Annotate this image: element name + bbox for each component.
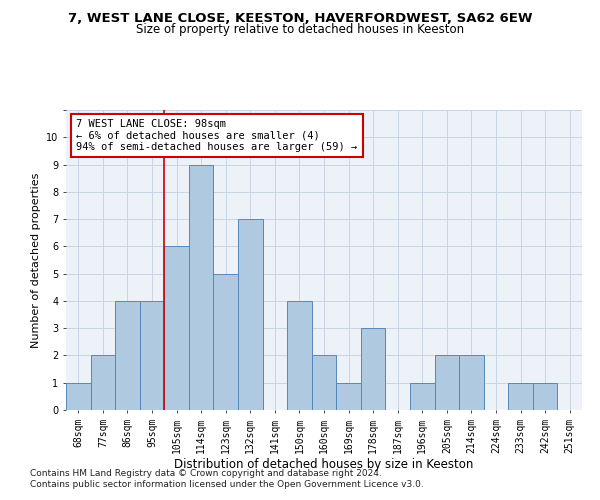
Text: 7, WEST LANE CLOSE, KEESTON, HAVERFORDWEST, SA62 6EW: 7, WEST LANE CLOSE, KEESTON, HAVERFORDWE… [68, 12, 532, 26]
Bar [312, 356, 336, 410]
Bar [91, 356, 115, 410]
Text: 7 WEST LANE CLOSE: 98sqm
← 6% of detached houses are smaller (4)
94% of semi-det: 7 WEST LANE CLOSE: 98sqm ← 6% of detache… [76, 119, 358, 152]
Text: Contains HM Land Registry data © Crown copyright and database right 2024.: Contains HM Land Registry data © Crown c… [30, 468, 382, 477]
Text: Size of property relative to detached houses in Keeston: Size of property relative to detached ho… [136, 24, 464, 36]
Text: Contains public sector information licensed under the Open Government Licence v3: Contains public sector information licen… [30, 480, 424, 489]
Bar [410, 382, 434, 410]
Bar [533, 382, 557, 410]
Bar [115, 301, 140, 410]
X-axis label: Distribution of detached houses by size in Keeston: Distribution of detached houses by size … [175, 458, 473, 471]
Bar [336, 382, 361, 410]
Bar [214, 274, 238, 410]
Bar [238, 219, 263, 410]
Bar [66, 382, 91, 410]
Bar [189, 164, 214, 410]
Bar [508, 382, 533, 410]
Y-axis label: Number of detached properties: Number of detached properties [31, 172, 41, 348]
Bar [287, 301, 312, 410]
Bar [434, 356, 459, 410]
Bar [140, 301, 164, 410]
Bar [459, 356, 484, 410]
Bar [164, 246, 189, 410]
Bar [361, 328, 385, 410]
